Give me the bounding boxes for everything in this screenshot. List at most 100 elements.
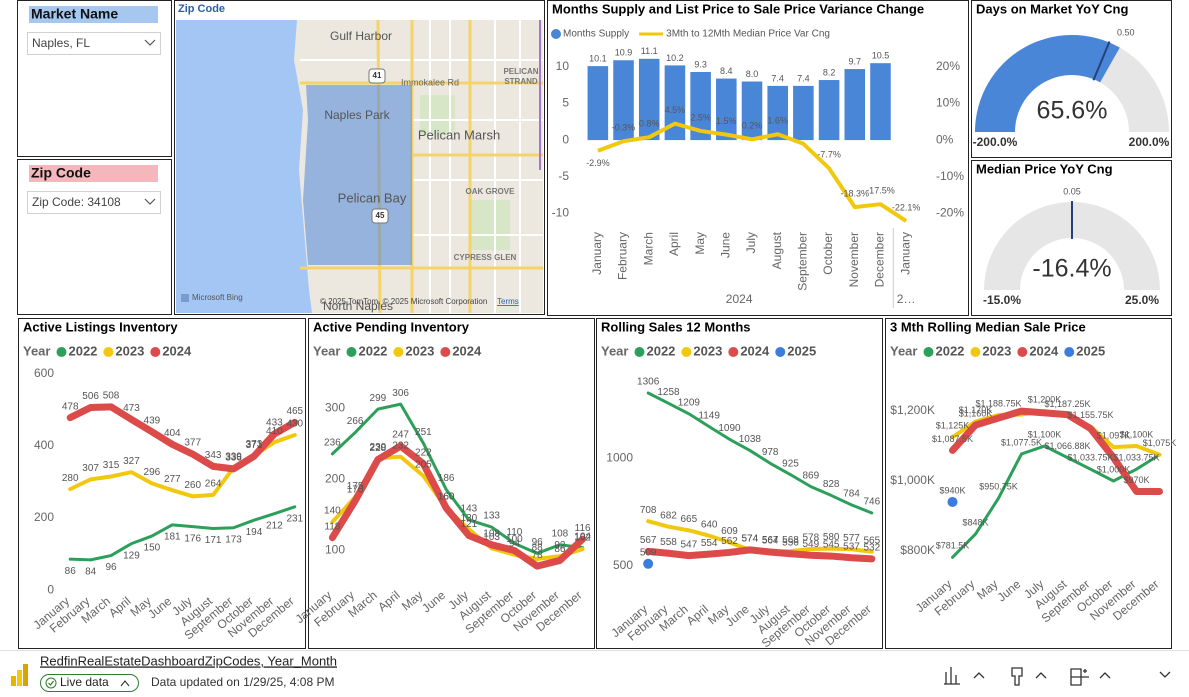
- chart-title: Active Listings Inventory: [23, 319, 178, 334]
- legend-label: 2023: [115, 343, 144, 358]
- x-tick-label: January: [590, 232, 604, 275]
- market-slicer[interactable]: Market Name Naples, FL: [17, 0, 172, 157]
- x-tick-label: July: [744, 232, 758, 253]
- data-label: $1,188.75K: [975, 398, 1021, 408]
- x-tick-label: June: [718, 232, 732, 258]
- toolbar-icons[interactable]: [944, 667, 1171, 686]
- data-label: 568: [782, 535, 799, 546]
- map-terms[interactable]: Terms: [497, 297, 519, 306]
- legend-label: 2023: [982, 343, 1011, 358]
- data-label: 108: [552, 528, 569, 539]
- data-label: 296: [144, 467, 161, 478]
- legend-label: 2024: [740, 343, 770, 358]
- y2-tick-label: -20%: [936, 206, 964, 220]
- legend-marker: [103, 347, 114, 357]
- point: [643, 558, 654, 569]
- gauge-target: [1092, 41, 1111, 81]
- legend-marker: [393, 347, 404, 357]
- chart-title: Median Price YoY Cng: [976, 161, 1113, 176]
- data-label: 102: [574, 533, 591, 544]
- data-label: 558: [660, 537, 677, 548]
- data-label: $1,000K: [1097, 464, 1131, 474]
- data-label: $970K: [1123, 475, 1149, 485]
- map-copyright: © 2025 TomTom, © 2025 Microsoft Corporat…: [320, 297, 487, 306]
- bar: [844, 69, 866, 141]
- x-tick-label: May: [693, 232, 707, 255]
- dropdown[interactable]: [27, 191, 161, 214]
- bar: [741, 81, 763, 141]
- legend-label: Months Supply: [563, 29, 629, 40]
- data-label: 565: [863, 535, 880, 546]
- zip-slicer[interactable]: Zip Code Zip Code: 34108: [17, 159, 172, 315]
- slicer-title: Zip Code: [31, 165, 91, 181]
- legend-marker: [1064, 347, 1075, 357]
- data-label: 228: [370, 443, 387, 454]
- line: [68, 505, 297, 562]
- data-label: 410: [266, 426, 283, 437]
- map-label: Immokalee Rd: [401, 77, 459, 87]
- legend-marker: [551, 29, 561, 39]
- chevron: [120, 680, 130, 687]
- route-shield: [371, 208, 389, 224]
- data-label: 10.1: [589, 53, 607, 63]
- data-label: 176: [184, 533, 201, 544]
- report-name[interactable]: RedfinRealEstateDashboardZipCodes, Year_…: [40, 653, 337, 668]
- card-border: [547, 0, 969, 316]
- legend-marker: [56, 347, 67, 357]
- data-label: $1,160K: [959, 408, 993, 418]
- data-label: 7.4: [797, 73, 810, 83]
- format-icon[interactable]: [1011, 667, 1023, 686]
- visual-icon[interactable]: [944, 667, 960, 685]
- data-label: $1,087.5K: [932, 434, 973, 444]
- live-status: Live data: [60, 675, 109, 689]
- line: [66, 403, 299, 473]
- chart-title: 3 Mth Rolling Median Sale Price: [890, 319, 1086, 334]
- card-border: [17, 159, 172, 315]
- data-label: 478: [62, 401, 79, 412]
- dropdown[interactable]: [27, 32, 161, 55]
- data-label: 170: [347, 484, 364, 495]
- layout-icon[interactable]: [1070, 668, 1089, 686]
- data-label: 532: [863, 542, 880, 553]
- data-label: 8.0: [746, 69, 759, 79]
- data-label: 682: [660, 510, 677, 521]
- card-border: [596, 318, 883, 649]
- line: [646, 391, 874, 515]
- live-pill[interactable]: [40, 674, 139, 692]
- y-tick-label: 600: [34, 366, 54, 380]
- map[interactable]: Zip Code Gulf Harbor Immokalee Rd PELICA…: [174, 0, 545, 315]
- data-label: 0.2%: [742, 121, 763, 131]
- legend-label: 2025: [1076, 343, 1105, 358]
- data-label: $1,097K: [1097, 430, 1131, 440]
- map-attribution: Microsoft Bing: [192, 293, 243, 302]
- data-label: 508: [103, 390, 120, 401]
- data-label: 143: [461, 504, 478, 515]
- data-label: 110: [506, 527, 522, 538]
- data-label: 160: [438, 492, 455, 503]
- y-tick-label: $1,000K: [890, 473, 935, 487]
- data-label: 88: [532, 543, 544, 554]
- data-label: 404: [164, 428, 181, 439]
- x-tick-label: October: [821, 232, 835, 275]
- y-tick-label: 1000: [606, 451, 633, 465]
- data-label: 133: [483, 511, 500, 522]
- data-label: 1149: [698, 410, 720, 421]
- card-border: [17, 0, 172, 157]
- y-tick-label: $800K: [900, 543, 935, 557]
- data-label: 78: [532, 550, 544, 561]
- x-tick-label: June: [419, 588, 448, 616]
- data-label: 556: [782, 537, 799, 548]
- expand-chevron[interactable]: [1159, 671, 1171, 678]
- data-label: 562: [721, 536, 738, 547]
- x-tick-label: April: [375, 588, 402, 614]
- data-label: 232: [392, 440, 409, 451]
- data-label: $1,100K: [1120, 429, 1154, 439]
- card-border: [174, 0, 545, 315]
- legend-label: 2022: [68, 343, 97, 358]
- chart-title: Rolling Sales 12 Months: [601, 319, 751, 334]
- y-tick-label: -10: [552, 206, 570, 220]
- data-label: 299: [370, 393, 387, 404]
- data-label: 746: [863, 497, 880, 508]
- map-water: [176, 20, 312, 313]
- data-label: 371: [246, 440, 263, 451]
